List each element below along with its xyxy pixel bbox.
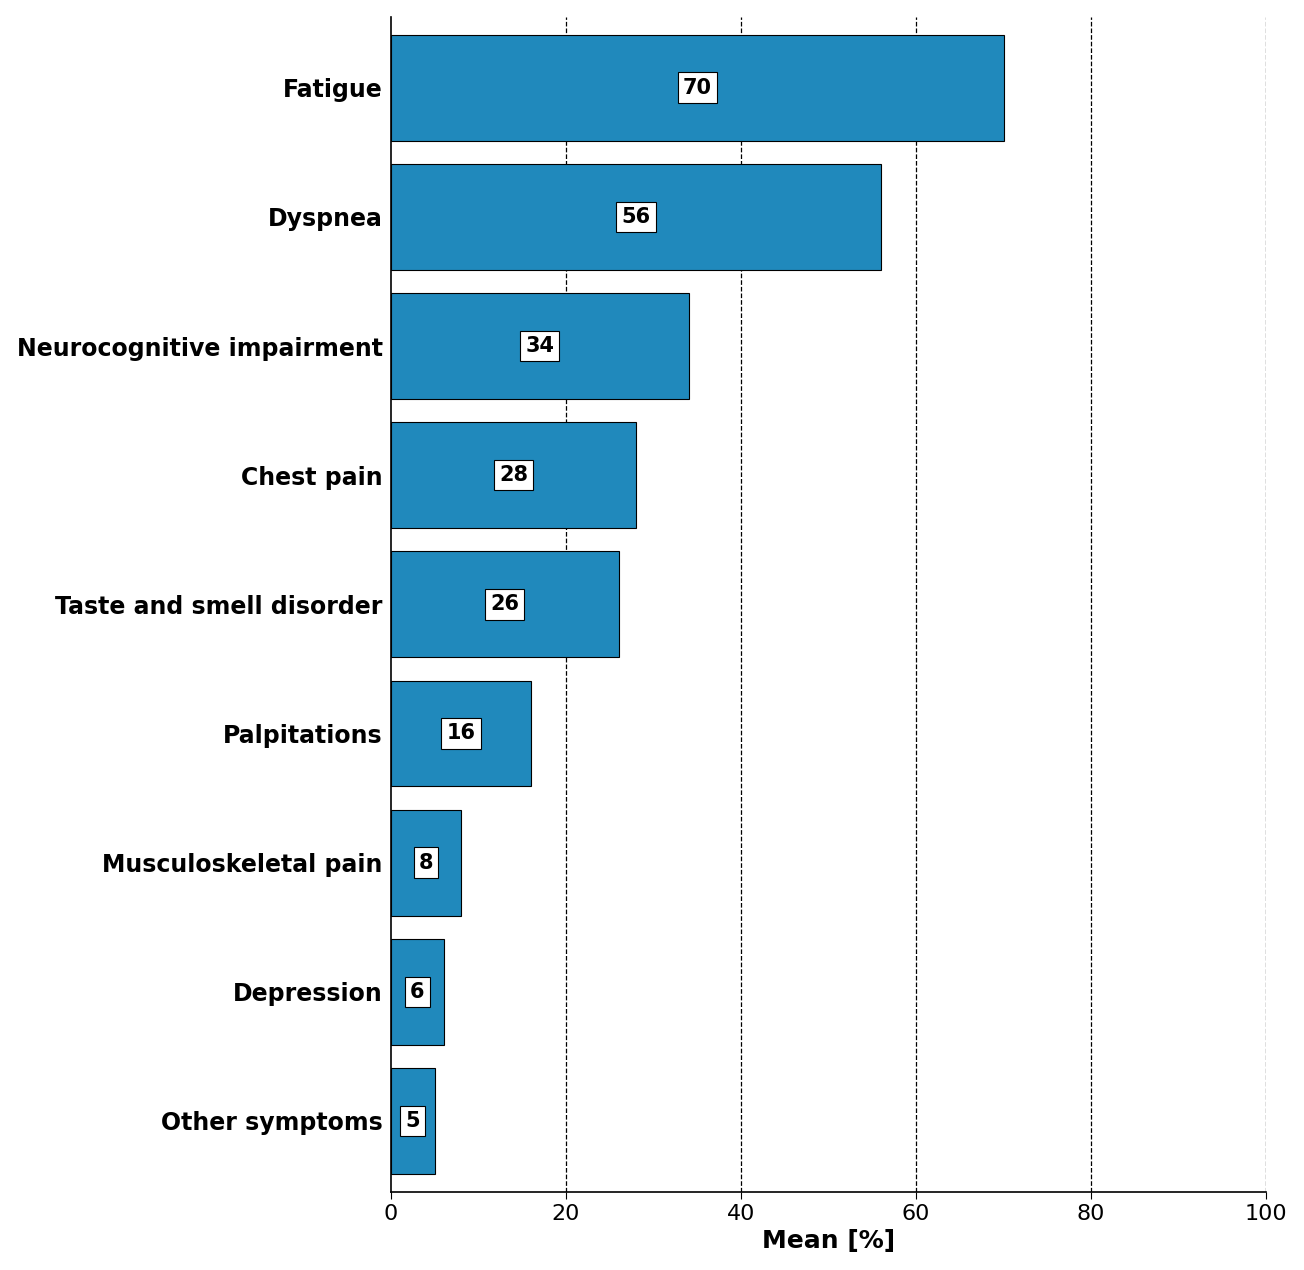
Text: 70: 70 xyxy=(683,77,712,98)
Bar xyxy=(391,551,618,658)
Bar xyxy=(391,422,636,528)
Bar xyxy=(391,34,1004,141)
Bar xyxy=(391,939,443,1045)
Text: 28: 28 xyxy=(499,465,528,485)
Text: 5: 5 xyxy=(406,1111,420,1132)
Bar xyxy=(391,810,462,916)
Text: 34: 34 xyxy=(526,337,554,356)
Bar xyxy=(391,164,882,269)
Bar xyxy=(391,293,689,399)
X-axis label: Mean [%]: Mean [%] xyxy=(762,1229,895,1253)
Text: 6: 6 xyxy=(409,982,425,1002)
Text: 16: 16 xyxy=(446,724,476,743)
Bar xyxy=(391,1068,434,1173)
Text: 8: 8 xyxy=(419,852,433,872)
Text: 26: 26 xyxy=(490,594,519,615)
Text: 56: 56 xyxy=(622,207,651,227)
Bar xyxy=(391,681,531,786)
